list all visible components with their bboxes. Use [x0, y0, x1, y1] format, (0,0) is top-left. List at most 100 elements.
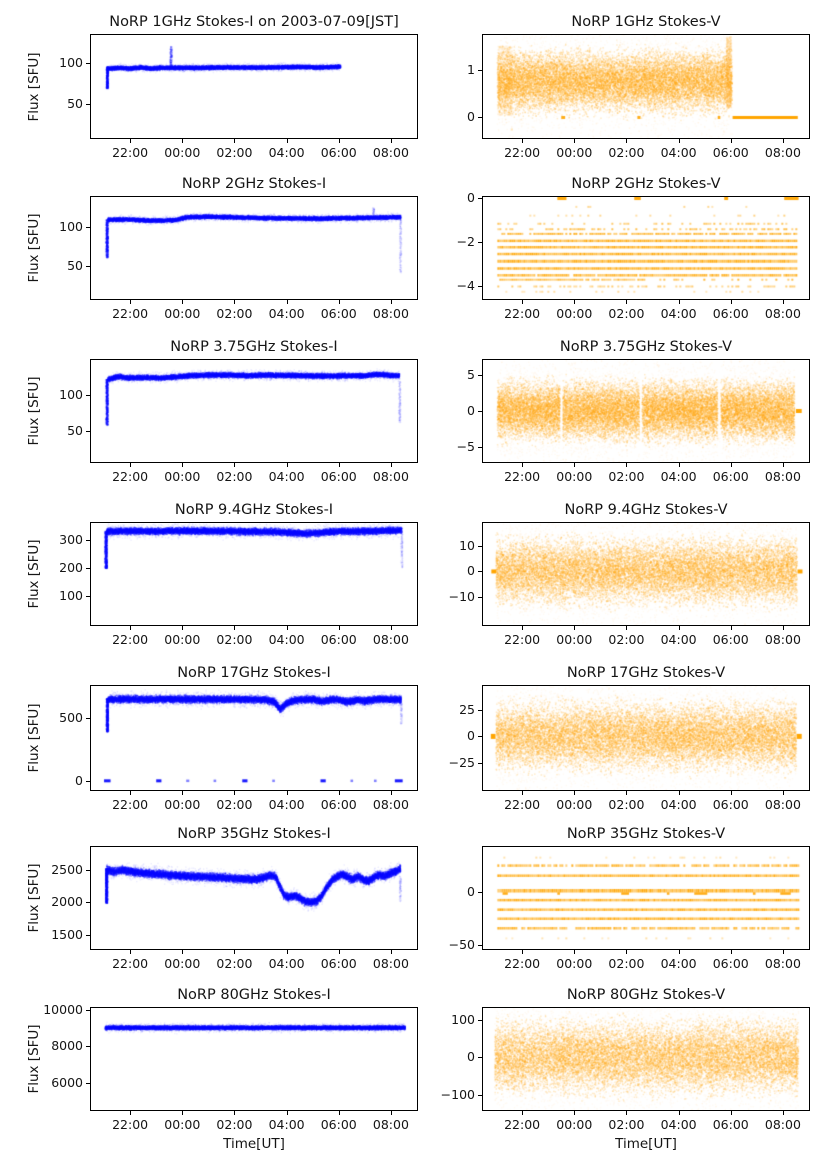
y-tick-mark	[478, 736, 482, 738]
x-tick-label: 08:00	[372, 956, 409, 971]
x-tick-label: 08:00	[764, 1117, 801, 1132]
y-tick-label: −100	[440, 1086, 475, 1102]
x-tick-label: 06:00	[712, 956, 749, 971]
x-tick-mark	[130, 463, 132, 467]
x-tick-label: 08:00	[372, 632, 409, 647]
x-tick-label: 06:00	[320, 306, 357, 321]
x-tick-label: 00:00	[164, 797, 201, 812]
x-tick-label: 04:00	[268, 469, 305, 484]
plot-title: NoRP 35GHz Stokes-I	[177, 826, 331, 842]
x-tick-label: 08:00	[372, 797, 409, 812]
y-tick-mark	[86, 718, 90, 720]
x-tick-mark	[626, 626, 628, 630]
x-tick-label: 06:00	[320, 956, 357, 971]
x-tick-mark	[390, 463, 392, 467]
y-tick-mark	[86, 934, 90, 936]
subplot-17ghz-stokes-i: NoRP 17GHz Stokes-I Flux [SFU] 22:00 00:0…	[26, 665, 418, 812]
x-tick-mark	[390, 950, 392, 954]
x-tick-label: 22:00	[112, 145, 149, 160]
x-tick-mark	[626, 1111, 628, 1115]
plot-title: NoRP 2GHz Stokes-I	[181, 176, 327, 192]
plot-canvas	[91, 197, 417, 299]
plot-canvas	[483, 35, 809, 138]
plot-title: NoRP 1GHz Stokes-V	[571, 14, 721, 30]
x-tick-label: 00:00	[556, 956, 593, 971]
x-tick-label: 08:00	[372, 306, 409, 321]
x-tick-label: 08:00	[764, 797, 801, 812]
x-tick-label: 22:00	[504, 956, 541, 971]
y-tick-label: −25	[448, 755, 475, 771]
plot-canvas	[91, 360, 417, 462]
x-axis-label: Time[UT]	[615, 1136, 677, 1152]
x-tick-mark	[182, 791, 184, 795]
y-tick-mark	[478, 944, 482, 946]
plot-canvas	[91, 847, 417, 949]
x-tick-mark	[338, 139, 340, 143]
x-tick-mark	[730, 300, 732, 304]
x-tick-mark	[522, 463, 524, 467]
x-tick-label: 02:00	[216, 306, 253, 321]
y-tick-label: 50	[67, 257, 83, 273]
x-tick-mark	[782, 300, 784, 304]
x-tick-mark	[574, 950, 576, 954]
x-tick-mark	[390, 1111, 392, 1115]
x-tick-mark	[730, 463, 732, 467]
y-tick-mark	[86, 103, 90, 105]
x-tick-mark	[522, 626, 524, 630]
x-tick-label: 06:00	[320, 797, 357, 812]
x-tick-mark	[522, 791, 524, 795]
y-tick-mark	[86, 1046, 90, 1048]
x-tick-label: 02:00	[608, 306, 645, 321]
subplot-35ghz-stokes-v: NoRP 35GHz Stokes-V 22:00 00:00 02:00 04:00…	[449, 826, 810, 971]
x-tick-mark	[182, 950, 184, 954]
x-tick-label: 00:00	[164, 956, 201, 971]
y-tick-label: 2000	[51, 894, 83, 910]
y-tick-label: 0	[467, 403, 475, 418]
x-tick-label: 22:00	[112, 306, 149, 321]
x-tick-mark	[286, 300, 288, 304]
x-tick-mark	[390, 300, 392, 304]
plot-title: NoRP 1GHz Stokes-I on 2003-07-09[JST]	[109, 14, 399, 30]
x-tick-label: 02:00	[608, 1117, 645, 1132]
x-tick-label: 04:00	[660, 469, 697, 484]
subplot-35ghz-stokes-i: NoRP 35GHz Stokes-I Flux [SFU] 22:00 00:0…	[26, 826, 418, 971]
x-tick-label: 06:00	[712, 469, 749, 484]
x-tick-mark	[338, 463, 340, 467]
x-tick-label: 04:00	[268, 956, 305, 971]
subplot-2ghz-stokes-v: NoRP 2GHz Stokes-V 22:00 00:00 02:00 04:00 0…	[457, 176, 810, 321]
plot-canvas	[483, 197, 809, 299]
y-tick-label: 100	[59, 587, 83, 603]
y-tick-label: 0	[467, 883, 475, 899]
x-tick-label: 02:00	[608, 956, 645, 971]
x-tick-label: 08:00	[372, 1117, 409, 1132]
plot-title: NoRP 80GHz Stokes-I	[177, 987, 331, 1003]
y-tick-label: −50	[448, 936, 475, 952]
x-tick-label: 04:00	[268, 797, 305, 812]
x-tick-label: 02:00	[608, 145, 645, 160]
x-tick-mark	[130, 950, 132, 954]
x-tick-mark	[574, 1111, 576, 1115]
plot-canvas	[483, 847, 809, 949]
x-tick-label: 22:00	[112, 797, 149, 812]
x-tick-label: 04:00	[660, 145, 697, 160]
x-tick-label: 06:00	[320, 145, 357, 160]
plot-title: NoRP 80GHz Stokes-V	[566, 987, 726, 1003]
x-tick-label: 02:00	[216, 632, 253, 647]
y-tick-mark	[478, 763, 482, 765]
x-tick-label: 08:00	[764, 306, 801, 321]
plot-title: NoRP 35GHz Stokes-V	[566, 826, 726, 842]
y-tick-mark	[478, 891, 482, 893]
y-tick-mark	[86, 902, 90, 904]
plot-canvas	[91, 686, 417, 790]
y-tick-label: 0	[75, 773, 83, 789]
x-tick-mark	[730, 791, 732, 795]
x-tick-mark	[182, 1111, 184, 1115]
x-tick-label: 22:00	[504, 797, 541, 812]
subplot-80ghz-stokes-i: NoRP 80GHz Stokes-I Flux [SFU] Time[UT] …	[26, 987, 418, 1152]
x-tick-mark	[678, 300, 680, 304]
y-tick-mark	[478, 69, 482, 71]
subplot-3.75ghz-stokes-v: NoRP 3.75GHz Stokes-V 22:00 00:00 02:00 04:…	[457, 339, 810, 484]
x-tick-label: 02:00	[608, 632, 645, 647]
x-tick-label: 22:00	[112, 956, 149, 971]
